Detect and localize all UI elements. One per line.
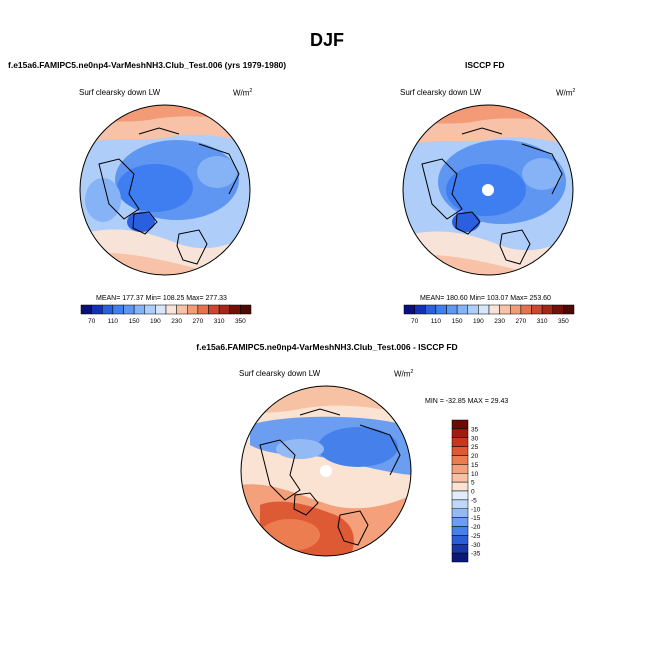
model-colorbar-box: [240, 304, 252, 315]
diff-colorbar-box: [451, 446, 469, 456]
obs-colorbar-box: [425, 304, 437, 315]
obs-colorbar-box: [552, 304, 564, 315]
diff-colorbar-tick: 30: [471, 435, 479, 442]
obs-colorbar-tick: 270: [515, 318, 526, 325]
model-map: [79, 104, 251, 276]
diff-colorbar-tick: -10: [471, 506, 481, 513]
model-colorbar-box: [218, 304, 230, 315]
model-colorbar-box: [208, 304, 220, 315]
diff-stats: MIN = -32.85 MAX = 29.43: [425, 398, 509, 405]
obs-colorbar-box: [563, 304, 575, 315]
diff-colorbar-tick: 10: [471, 471, 479, 478]
obs-colorbar-box: [478, 304, 490, 315]
diff-colorbar-box: [451, 464, 469, 474]
diff-colorbar-box: [451, 419, 469, 430]
obs-colorbar-box: [456, 304, 468, 315]
model-colorbar-box: [155, 304, 167, 315]
diff-colorbar-tick: -20: [471, 524, 481, 531]
obs-colorbar-box: [520, 304, 532, 315]
diff-colorbar-tick: 15: [471, 462, 479, 469]
obs-colorbar-tick: 230: [494, 318, 505, 325]
model-colorbar-box: [187, 304, 199, 315]
diff-colorbar-box: [451, 428, 469, 438]
diff-colorbar-box: [451, 455, 469, 465]
diff-colorbar-box: [451, 552, 469, 563]
diff-var-label: Surf clearsky down LW: [239, 369, 321, 378]
model-colorbar-box: [176, 304, 188, 315]
model-colorbar-box: [91, 304, 103, 315]
diff-colorbar-box: [451, 437, 469, 447]
obs-colorbar-box: [510, 304, 522, 315]
model-colorbar-tick: 310: [214, 318, 225, 325]
obs-colorbar-tick: 70: [411, 318, 419, 325]
model-colorbar-tick: 110: [108, 318, 119, 325]
obs-colorbar-box: [531, 304, 543, 315]
diff-colorbar-tick: -5: [471, 497, 477, 504]
diff-colorbar-tick: 25: [471, 444, 479, 451]
diff-map: [240, 385, 412, 557]
obs-colorbar-box: [541, 304, 553, 315]
model-colorbar-tick: 70: [88, 318, 96, 325]
obs-colorbar-box: [467, 304, 479, 315]
diff-colorbar: 35 30 25 20 15 10 5 0-5 -10 -15 -20 -25 -30 -35: [451, 419, 481, 563]
diff-colorbar-tick: 5: [471, 480, 475, 487]
model-colorbar-box: [197, 304, 209, 315]
obs-map: [402, 104, 574, 276]
model-colorbar-tick: 190: [150, 318, 161, 325]
model-colorbar-tick: 230: [171, 318, 182, 325]
diff-colorbar-tick: 0: [471, 489, 475, 496]
obs-colorbar-box: [488, 304, 500, 315]
diff-colorbar-box: [451, 526, 469, 536]
obs-colorbar-box: [403, 304, 415, 315]
diff-colorbar-tick: -25: [471, 533, 481, 540]
obs-colorbar-tick: 190: [473, 318, 484, 325]
model-units: W/m2: [233, 88, 253, 98]
model-colorbar: 70 110 150 190 230 270 310 350: [80, 304, 252, 325]
diff-colorbar-box: [451, 544, 469, 554]
model-stats: MEAN= 177.37 Min= 108.25 Max= 277.33: [96, 295, 227, 302]
page-title: DJF: [309, 30, 344, 50]
diff-colorbar-tick: 35: [471, 426, 479, 433]
model-colorbar-tick: 270: [192, 318, 203, 325]
model-colorbar-box: [133, 304, 145, 315]
diff-colorbar-box: [451, 517, 469, 527]
model-colorbar-box: [165, 304, 177, 315]
obs-colorbar-tick: 310: [537, 318, 548, 325]
diff-colorbar-tick: -30: [471, 542, 481, 549]
obs-colorbar-box: [446, 304, 458, 315]
obs-units: W/m2: [556, 88, 576, 98]
obs-colorbar-tick: 150: [452, 318, 463, 325]
model-var-label: Surf clearsky down LW: [79, 88, 161, 97]
obs-colorbar-tick: 350: [558, 318, 569, 325]
diff-colorbar-box: [451, 490, 469, 501]
diff-colorbar-box: [451, 499, 469, 509]
obs-colorbar-box: [435, 304, 447, 315]
diff-colorbar-tick: 20: [471, 453, 479, 460]
obs-var-label: Surf clearsky down LW: [400, 88, 482, 97]
model-colorbar-box: [123, 304, 135, 315]
diff-colorbar-box: [451, 508, 469, 518]
model-colorbar-tick: 350: [235, 318, 246, 325]
obs-colorbar: 70 110 150 190 230 270 310 350: [403, 304, 575, 325]
right-case-title: ISCCP FD: [465, 60, 505, 70]
diff-colorbar-box: [451, 473, 469, 483]
diff-units: W/m2: [394, 369, 414, 379]
left-case-title: f.e15a6.FAMIPC5.ne0np4-VarMeshNH3.Club_T…: [8, 60, 287, 70]
diff-colorbar-box: [451, 481, 469, 492]
diff-colorbar-tick: -15: [471, 515, 481, 522]
obs-colorbar-tick: 110: [431, 318, 442, 325]
model-colorbar-box: [112, 304, 124, 315]
obs-stats: MEAN= 180.60 Min= 103.07 Max= 253.60: [420, 295, 551, 302]
obs-colorbar-box: [414, 304, 426, 315]
model-colorbar-box: [102, 304, 114, 315]
model-colorbar-box: [144, 304, 156, 315]
model-colorbar-box: [80, 304, 92, 315]
diff-colorbar-tick: -35: [471, 551, 481, 558]
diff-case-title: f.e15a6.FAMIPC5.ne0np4-VarMeshNH3.Club_T…: [196, 342, 458, 352]
model-colorbar-box: [229, 304, 241, 315]
model-colorbar-tick: 150: [129, 318, 140, 325]
obs-colorbar-box: [499, 304, 511, 315]
diff-colorbar-box: [451, 535, 469, 545]
